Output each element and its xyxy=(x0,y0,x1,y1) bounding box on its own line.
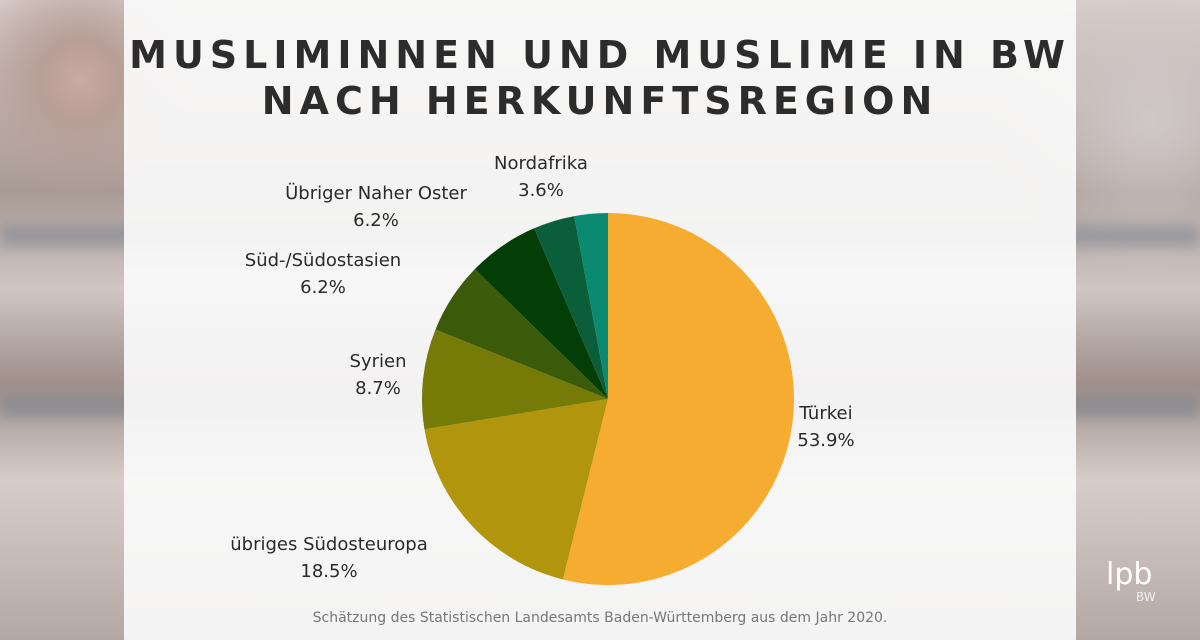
slice-label-nordafrika: Nordafrika 3.6% xyxy=(494,150,588,204)
lpb-logo: lpb BW xyxy=(1106,557,1156,605)
title-line-1: MUSLIMINNEN UND MUSLIME IN BW xyxy=(129,33,1071,77)
slice-label-naher-osten: Übriger Naher Oster 6.2% xyxy=(285,180,467,234)
pie-slice-unlabeled xyxy=(574,213,608,399)
title-line-2: NACH HERKUNFTSREGION xyxy=(261,79,939,123)
pie-slice-übriges-südosteuropa xyxy=(424,399,608,580)
slice-name: Süd-/Südostasien xyxy=(244,250,402,271)
pie-slice-übriger-naher-oster xyxy=(474,228,608,399)
slice-value: 8.7% xyxy=(355,378,401,399)
slice-name: Türkei xyxy=(799,403,853,424)
slice-name: übriges Südosteuropa xyxy=(230,534,428,555)
slice-value: 53.9% xyxy=(797,430,855,451)
page-title: MUSLIMINNEN UND MUSLIME IN BW NACH HERKU… xyxy=(124,32,1076,124)
slice-label-suedosteuropa: übriges Südosteuropa 18.5% xyxy=(230,531,428,585)
slice-value: 6.2% xyxy=(300,277,346,298)
slice-label-syrien: Syrien 8.7% xyxy=(350,348,407,402)
slice-label-suedasien: Süd-/Südostasien 6.2% xyxy=(245,247,401,301)
slice-name: Syrien xyxy=(349,351,407,372)
slice-name: Übriger Naher Oster xyxy=(285,183,467,204)
pie-slice-syrien xyxy=(422,329,608,430)
pie-slice-nordafrika xyxy=(534,216,608,399)
logo-main: lpb xyxy=(1106,557,1153,592)
slice-value: 6.2% xyxy=(353,210,399,231)
pie-slice-türkei xyxy=(562,212,795,585)
pie-slice-süd-südostasien xyxy=(435,269,608,399)
footnote: Schätzung des Statistischen Landesamts B… xyxy=(312,610,888,626)
slice-label-tuerkei: Türkei 53.9% xyxy=(797,400,854,454)
logo-sub: BW xyxy=(1136,590,1156,604)
slice-name: Nordafrika xyxy=(494,153,588,174)
slice-value: 3.6% xyxy=(518,180,564,201)
slice-value: 18.5% xyxy=(300,561,358,582)
